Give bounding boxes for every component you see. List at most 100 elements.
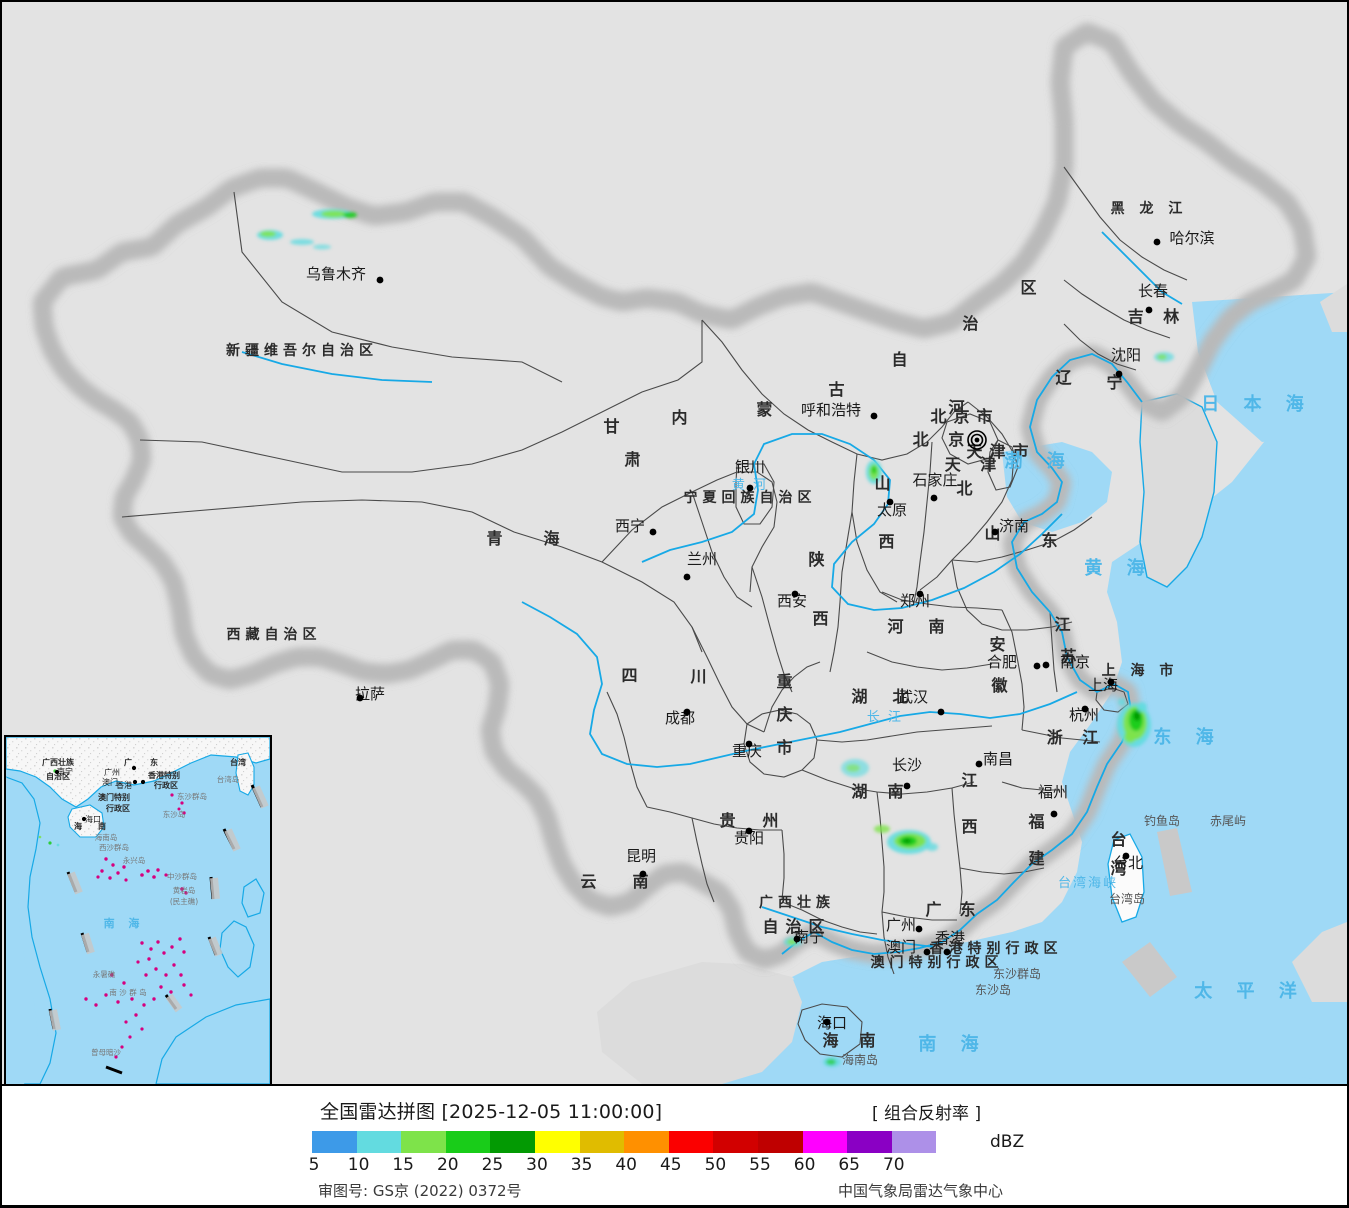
province-label: 湖 — [851, 782, 874, 801]
city-marker — [886, 498, 894, 506]
sea-label: 东 海 — [1153, 726, 1222, 748]
province-borders — [121, 166, 1188, 1058]
province-label: 东 — [959, 900, 982, 919]
city-label: 呼和浩特 — [801, 401, 861, 419]
province-label: 北京市 — [930, 407, 999, 426]
city-marker — [376, 276, 384, 284]
city-label: 沈阳 — [1111, 346, 1141, 364]
province-label: 庆 — [775, 705, 799, 724]
province-label: 南 — [928, 617, 951, 636]
minor-water-labels: 台湾海峡 黄 河长 江 — [732, 478, 1116, 891]
inset-island-label: 南 沙 群 岛 — [109, 987, 146, 997]
island-label: 东沙岛 — [975, 982, 1011, 997]
province-label: 南 — [859, 1031, 882, 1050]
province-label: 北 京 — [913, 430, 972, 449]
city-marker — [1122, 852, 1130, 860]
city-label: 重庆 — [732, 742, 762, 760]
city-marker — [1115, 370, 1123, 378]
province-label: 黑 龙 江 — [1111, 200, 1188, 217]
province-label: 云 — [580, 872, 603, 891]
island-label: 台湾岛 — [1109, 891, 1145, 906]
inset-island-label: (民主礁) — [170, 896, 198, 906]
coastline-layer — [781, 353, 1143, 955]
province-label: 建 — [1028, 849, 1051, 868]
city-label: 合肥 — [987, 653, 1017, 671]
city-marker — [745, 740, 753, 748]
province-label: 海 — [822, 1031, 845, 1050]
island-label: 海南岛 — [842, 1052, 878, 1067]
city-marker — [903, 782, 911, 790]
city-label: 长沙 — [892, 756, 922, 774]
province-label: 新疆维吾尔自治区 — [226, 342, 378, 359]
inset-province-labels: 广西壮族自治区广东台湾香港特别行政区澳门特别行政区海南 — [42, 757, 246, 831]
sea-label: 南 海 — [918, 1033, 987, 1055]
city-label: 杭州 — [1069, 706, 1099, 724]
colorbar-swatch-40 — [624, 1131, 669, 1153]
province-label: 台 — [1110, 830, 1133, 849]
city-marker — [746, 484, 754, 492]
colorbar-tick-10: 10 — [347, 1155, 370, 1175]
city-label: 济南 — [999, 517, 1029, 535]
inset-province-label: 东 — [150, 757, 158, 767]
colorbar-tick-20: 20 — [436, 1155, 459, 1175]
province-label: 四 — [621, 666, 644, 685]
colorbar-swatch-65 — [847, 1131, 892, 1153]
province-label: 东 — [1041, 531, 1064, 550]
inset-sea-labels: 南 海 — [104, 916, 145, 930]
city-label: 海口 — [817, 1014, 847, 1032]
province-label: 西 — [812, 609, 835, 628]
inset-sea-label: 南 海 — [104, 916, 145, 930]
city-label: 兰州 — [687, 550, 717, 568]
city-marker — [915, 925, 923, 933]
city-label: 南昌 — [983, 750, 1013, 768]
colorbar-tick-5: 5 — [308, 1155, 320, 1175]
city-label: 广州 — [886, 916, 916, 934]
colorbar[interactable] — [312, 1131, 937, 1153]
south-china-sea-inset[interactable]: 广西壮族 自治区广东台湾 香港特别 行政区 澳门特别 行政区海南 南宁 广州 澳门 香港 海口 南… — [4, 735, 272, 1084]
province-label: 古 — [828, 380, 851, 399]
province-label: 西藏自治区 — [227, 626, 322, 643]
inset-province-label: 行政区 — [153, 780, 178, 790]
city-label: 昆明 — [626, 847, 656, 865]
colorbar-swatch-5 — [312, 1131, 357, 1153]
city-marker — [1050, 810, 1058, 818]
city-label: 南宁 — [794, 928, 824, 946]
city-label: 台北 — [1113, 854, 1143, 872]
colorbar-tick-45: 45 — [659, 1155, 682, 1175]
inset-island-label: 东沙群岛 — [177, 791, 207, 801]
province-label: 湖 — [851, 687, 874, 706]
province-label: 海 — [543, 529, 566, 548]
inset-province-label: 南 — [98, 821, 106, 831]
province-label: 辽 — [1055, 368, 1078, 387]
city-marker — [140, 779, 146, 785]
city-label: 武汉 — [898, 688, 928, 706]
province-label: 重 — [776, 672, 799, 691]
city-marker — [132, 779, 138, 785]
legend-product-label: [ 组合反射率 ] — [872, 1104, 982, 1124]
province-label: 内 — [671, 408, 694, 427]
city-marker — [991, 528, 999, 536]
colorbar-swatch-20 — [445, 1131, 491, 1153]
colorbar-tick-25: 25 — [481, 1155, 504, 1175]
city-marker — [870, 412, 878, 420]
issuing-agency: 中国气象局雷达气象中心 — [838, 1182, 1004, 1200]
province-label: 上 海 市 — [1102, 662, 1179, 679]
water-label: 黄 河 — [732, 478, 768, 493]
city-label: 哈尔滨 — [1169, 229, 1214, 247]
province-label: 州 — [761, 811, 785, 830]
island-label: 东沙群岛 — [993, 966, 1041, 981]
city-label: 香港 — [935, 929, 965, 947]
inset-island-label: 永兴岛 — [123, 855, 146, 865]
city-marker — [791, 590, 799, 598]
inset-city-label: 海口 — [85, 814, 101, 824]
province-label: 吉 林 — [1128, 307, 1187, 326]
colorbar-swatch-60 — [802, 1131, 848, 1153]
legend-title: 全国雷达拼图 [2025-12-05 11:00:00] — [320, 1101, 663, 1123]
colorbar-tick-60: 60 — [793, 1155, 816, 1175]
colorbar-swatch-70 — [891, 1131, 937, 1153]
city-marker — [1107, 678, 1115, 686]
city-marker — [1081, 705, 1089, 713]
